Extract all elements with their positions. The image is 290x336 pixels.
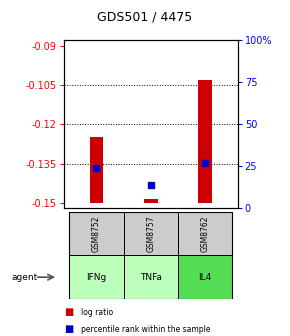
Text: ■: ■ xyxy=(64,324,73,334)
Bar xyxy=(144,199,157,203)
Text: IL4: IL4 xyxy=(199,273,212,282)
Text: ■: ■ xyxy=(64,307,73,318)
Text: percentile rank within the sample: percentile rank within the sample xyxy=(81,325,211,334)
Bar xyxy=(124,212,178,255)
Text: TNFa: TNFa xyxy=(140,273,162,282)
Text: GSM8757: GSM8757 xyxy=(146,215,155,252)
Text: agent: agent xyxy=(12,273,38,282)
Text: GSM8752: GSM8752 xyxy=(92,215,101,252)
Text: log ratio: log ratio xyxy=(81,308,113,317)
Bar xyxy=(178,255,232,299)
Bar xyxy=(90,137,103,203)
Text: GDS501 / 4475: GDS501 / 4475 xyxy=(97,10,193,24)
Text: IFNg: IFNg xyxy=(86,273,106,282)
Bar xyxy=(69,212,124,255)
Bar xyxy=(198,80,212,203)
Text: GSM8762: GSM8762 xyxy=(201,215,210,252)
Bar xyxy=(178,212,232,255)
Bar xyxy=(69,255,124,299)
Bar xyxy=(124,255,178,299)
